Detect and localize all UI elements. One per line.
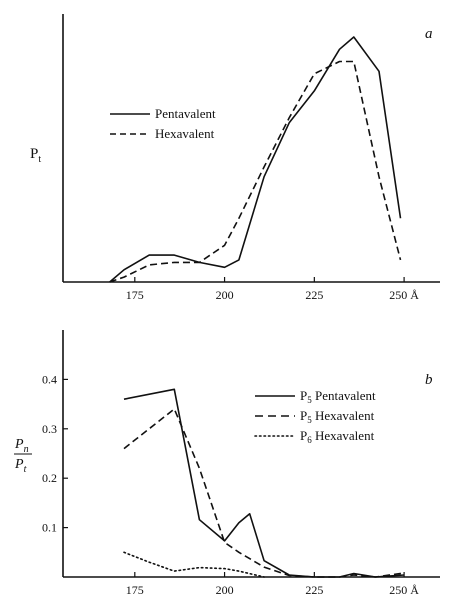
panel-b-series-line-0 [123,388,405,578]
panel-b-y-label-numerator: Pn [14,437,29,455]
panel-a-series-line-1 [109,60,402,283]
panel-a-x-tick-label: 225 [305,288,323,302]
panel-b-y-label-denominator: Pt [14,457,27,475]
panel-b-label: b [425,372,433,388]
panel-a-series [109,36,402,283]
panel-a-legend-label-pentavalent: Pentavalent [155,106,216,121]
panel-b-y-tick-label: 0.2 [42,471,57,485]
panel-a-label: a [425,26,433,42]
panel-b-series-line-2 [123,551,265,578]
panel-a: a Pt Pentavalent Hexavalent 175 200 225 250… [30,14,440,302]
panel-b-x-tick-label: 250 Å [389,583,419,597]
panel-b-legend-label-1: P5 Hexavalent [300,408,375,425]
panel-a-x-tick-label: 175 [126,288,144,302]
panel-a-legend: Pentavalent Hexavalent [110,106,216,141]
panel-b-x-tick-label: 200 [216,583,234,597]
panel-b-x-tick-label: 175 [126,583,144,597]
panel-b-y-label: Pn Pt [14,437,32,475]
panel-b-y-tick-label: 0.4 [42,372,57,386]
panel-a-x-tick-label: 200 [216,288,234,302]
panel-a-x-tick-label: 250 Å [389,288,419,302]
panel-a-x-ticks: 175 200 225 250 Å [126,277,419,302]
panel-a-series-line-0 [109,36,402,283]
panel-b-y-tick-label: 0.1 [42,521,57,535]
panel-b-y-ticks: 0.1 0.2 0.3 0.4 [42,372,68,535]
panel-b-x-tick-label: 225 [305,583,323,597]
panel-b-legend-label-2: P6 Hexavalent [300,428,375,445]
panel-b: b Pn Pt P5 Pentavalent P5 Hexavalent P6 … [14,330,440,597]
panel-a-legend-label-hexavalent: Hexavalent [155,126,215,141]
panel-b-legend-label-0: P5 Pentavalent [300,388,376,405]
panel-b-series-line-1 [123,408,405,578]
panel-b-y-tick-label: 0.3 [42,422,57,436]
panel-a-y-label: Pt [30,146,41,165]
panel-b-x-ticks: 175 200 225 250 Å [126,572,419,597]
panel-b-legend: P5 Pentavalent P5 Hexavalent P6 Hexavale… [254,388,376,445]
panel-b-series [123,388,405,578]
